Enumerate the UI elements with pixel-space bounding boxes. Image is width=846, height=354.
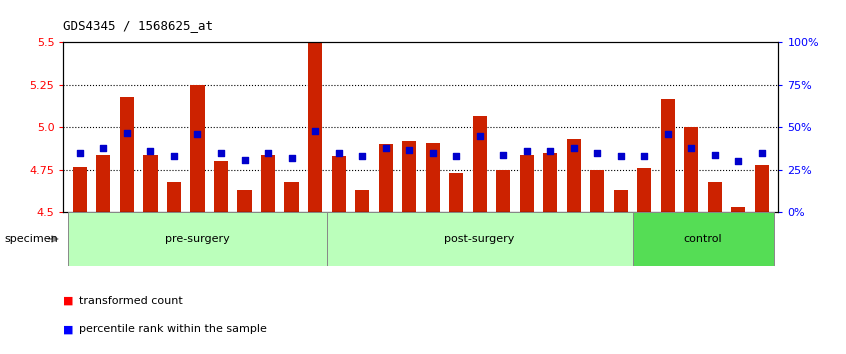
Bar (519, 155, 534, 212)
Point (614, 154, 628, 159)
Point (120, 130, 134, 135)
Bar (496, 170, 510, 212)
Point (684, 145, 698, 151)
Point (355, 154, 369, 159)
Text: transformed count: transformed count (79, 296, 183, 306)
Text: pre-surgery: pre-surgery (165, 234, 230, 244)
Bar (473, 115, 486, 212)
Bar (144, 155, 157, 212)
Text: specimen: specimen (4, 234, 58, 244)
Bar (543, 153, 558, 212)
Point (638, 154, 651, 159)
Point (473, 133, 486, 139)
Point (449, 154, 463, 159)
Point (520, 148, 534, 154)
Bar (96, 155, 111, 212)
Bar (120, 97, 134, 212)
Point (168, 154, 181, 159)
Point (144, 148, 157, 154)
Bar (69, 212, 327, 266)
Bar (402, 141, 416, 212)
Point (73, 150, 86, 156)
Bar (261, 155, 275, 212)
Bar (190, 85, 205, 212)
Bar (708, 182, 722, 212)
Text: ■: ■ (63, 296, 74, 306)
Point (214, 150, 228, 156)
Point (755, 150, 769, 156)
Bar (327, 212, 633, 266)
Point (732, 159, 745, 164)
Bar (637, 168, 651, 212)
Bar (731, 207, 745, 212)
Point (543, 148, 557, 154)
Point (261, 150, 275, 156)
Bar (73, 166, 87, 212)
Bar (567, 139, 581, 212)
Bar (755, 165, 769, 212)
Bar (449, 173, 464, 212)
Bar (308, 42, 322, 212)
Bar (238, 190, 251, 212)
Point (661, 131, 674, 137)
Bar (332, 156, 346, 212)
Point (497, 152, 510, 158)
Bar (284, 182, 299, 212)
Text: percentile rank within the sample: percentile rank within the sample (79, 324, 266, 334)
Bar (355, 190, 369, 212)
Point (285, 155, 299, 161)
Bar (167, 182, 181, 212)
Point (238, 157, 251, 162)
Point (190, 131, 204, 137)
Point (567, 145, 580, 151)
Point (403, 147, 416, 152)
Point (379, 145, 393, 151)
Text: GDS4345 / 1568625_at: GDS4345 / 1568625_at (63, 19, 213, 32)
Point (426, 150, 439, 156)
Text: ■: ■ (63, 324, 74, 334)
Bar (591, 170, 604, 212)
Point (96, 145, 110, 151)
Point (308, 128, 321, 134)
Bar (426, 143, 440, 212)
Bar (378, 144, 393, 212)
Bar (633, 212, 773, 266)
Text: post-surgery: post-surgery (444, 234, 515, 244)
Text: control: control (684, 234, 722, 244)
Point (332, 150, 345, 156)
Bar (661, 98, 675, 212)
Bar (613, 190, 628, 212)
Bar (684, 127, 698, 212)
Point (708, 152, 722, 158)
Bar (214, 161, 228, 212)
Point (591, 150, 604, 156)
